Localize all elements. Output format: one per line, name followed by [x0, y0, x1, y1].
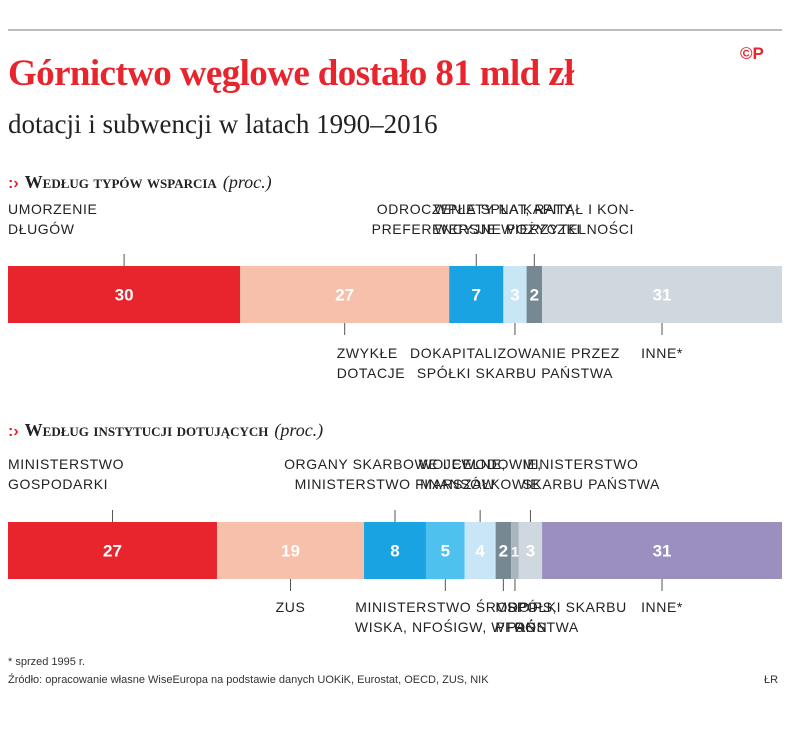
bar-segment — [8, 522, 217, 579]
copyright-logo: ©P — [740, 44, 764, 63]
category-label: DOKAPITALIZOWANIE PRZEZ — [410, 345, 620, 361]
chart-title: Górnictwo węglowe dostało 81 mld zł — [8, 53, 574, 94]
bar-value-label: 19 — [281, 542, 300, 561]
category-label: PFRON — [495, 619, 547, 635]
category-label: ZUS — [276, 599, 306, 615]
bar-segment — [425, 522, 465, 579]
category-label: PAŃSTWA — [507, 619, 579, 635]
category-label: MINISTERSTWO — [8, 456, 124, 472]
bar-value-label: 27 — [103, 542, 122, 561]
source-note: Źródło: opracowanie własne WiseEuropa na… — [8, 674, 489, 686]
section-2-unit: (proc.) — [274, 420, 324, 440]
category-label: MINISTERSTWO — [522, 456, 638, 472]
bullet-icon: :› — [8, 175, 19, 192]
section-2-title: Według instytucji dotujących — [24, 420, 269, 440]
category-label: UMORZENIE — [8, 201, 97, 217]
bar-segment — [542, 266, 782, 323]
category-label: ORGANY SKARBOWE I CELNE, — [284, 456, 506, 472]
category-label: DŁUGÓW — [8, 221, 75, 237]
bar-segment — [503, 266, 527, 323]
bar-segment — [495, 522, 512, 579]
bar-segment — [364, 522, 426, 579]
bar-segment — [542, 522, 782, 579]
bar-value-label: 5 — [441, 542, 450, 561]
category-label: DOTACJE — [337, 365, 406, 381]
section-1-unit: (proc.) — [222, 172, 272, 192]
chart-subtitle: dotacji i subwencji w latach 1990–2016 — [8, 109, 438, 139]
bar-value-label: 3 — [526, 542, 535, 561]
category-label: MINISTERSTWO FINANSÓW — [295, 476, 496, 492]
bar-value-label: 31 — [653, 542, 672, 561]
category-label: INNE* — [641, 599, 683, 615]
category-label: SKARBU PAŃSTWA — [522, 476, 660, 492]
bar-value-label: 2 — [499, 542, 508, 561]
category-label: SPÓŁKI SKARBU — [507, 599, 627, 615]
bar-value-label: 8 — [390, 542, 399, 561]
category-label: WPŁATY NA KAPITAŁ I KON- — [434, 201, 634, 217]
bar-segment — [8, 266, 241, 323]
bar-value-label: 7 — [472, 286, 481, 305]
bar-segment — [511, 522, 519, 579]
category-label: MINISTERSTWO ŚRODO- — [355, 598, 535, 615]
bar-value-label: 27 — [335, 286, 354, 305]
bar-value-label: 2 — [530, 286, 539, 305]
category-label: MARSZAŁKOWIE — [420, 476, 540, 492]
bar-segment — [216, 522, 365, 579]
bar-value-label: 1 — [511, 544, 519, 560]
section-1-heading: :› Według typów wsparcia (proc.) — [8, 172, 272, 193]
category-label: PREFERENCYJNE POŻYCZKI — [372, 220, 581, 237]
bar-segment — [526, 266, 543, 323]
category-label: INNE* — [641, 345, 683, 361]
footnote: * sprzed 1995 r. — [8, 656, 86, 668]
category-label: WERSJE WIERZYTELNOŚCI — [435, 220, 634, 237]
section-1-title: Według typów wsparcia — [24, 172, 217, 192]
bar-value-label: 31 — [653, 286, 672, 305]
category-label: MRPIPS, — [495, 599, 557, 615]
category-label: GOSPODARKI — [8, 476, 108, 492]
bar-segment — [518, 522, 543, 579]
top-rule — [8, 29, 782, 31]
bar-segment — [449, 266, 504, 323]
category-label: SPÓŁKI SKARBU PAŃSTWA — [417, 365, 613, 381]
category-label: ODROCZENIE SPŁAT, RATY, — [377, 201, 576, 217]
bar-value-label: 3 — [510, 286, 519, 305]
bar-segment — [240, 266, 450, 323]
bar-value-label: 4 — [475, 542, 485, 561]
bar-value-label: 30 — [115, 286, 134, 305]
section-2-heading: :› Według instytucji dotujących (proc.) — [8, 420, 323, 441]
category-label: WISKA, NFOŚIGW, WFOŚ — [355, 618, 536, 635]
author-credit: ŁR — [764, 674, 779, 686]
bar-segment — [464, 522, 496, 579]
category-label: WOJEWODOWIE, — [419, 456, 542, 472]
bullet-icon: :› — [8, 423, 19, 440]
category-label: ZWYKŁE — [337, 345, 398, 361]
